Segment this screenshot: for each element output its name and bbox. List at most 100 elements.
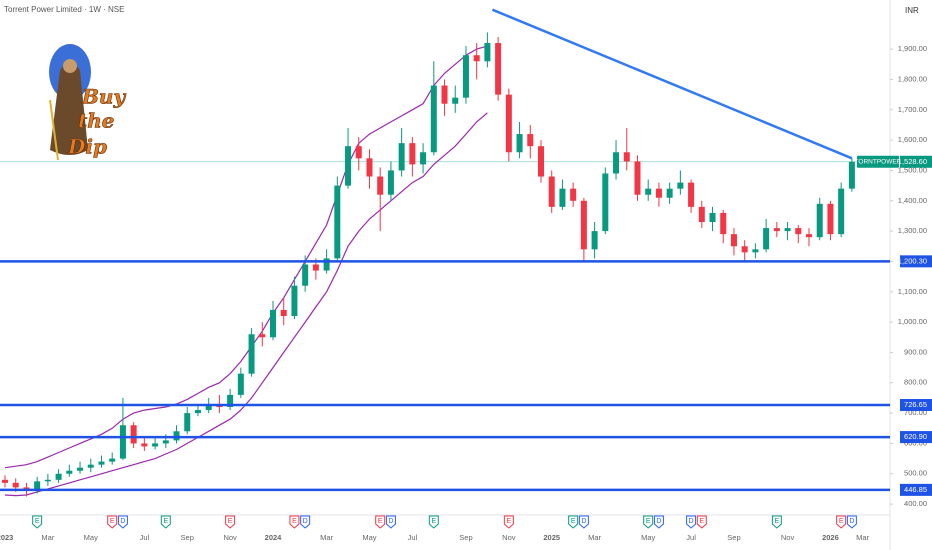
event-label: D [303, 518, 308, 525]
level-label-box [900, 431, 932, 444]
event-label: E [646, 518, 651, 525]
level-label-box [900, 483, 932, 496]
x-tick-label: Mar [320, 533, 333, 542]
candle-body [205, 403, 212, 411]
y-tick-label: 400.00 [904, 499, 927, 508]
event-marker [568, 515, 579, 529]
x-tick-label: Sep [459, 533, 472, 542]
x-tick-label: Mar [588, 533, 601, 542]
y-tick-label: 1,000.00 [898, 317, 927, 326]
candle-body [655, 188, 662, 198]
event-marker [289, 515, 300, 529]
x-tick-label: Mar [856, 533, 869, 542]
x-tick-label: 2026 [822, 533, 839, 542]
candle-body [473, 55, 480, 62]
last-price-label: 1,528.60 [898, 157, 927, 166]
candle-body [194, 410, 201, 414]
candle-body [66, 470, 73, 474]
x-tick-label: Sep [727, 533, 740, 542]
level-label: 726.65 [904, 400, 927, 409]
candle-body [677, 182, 684, 189]
candle-body [827, 203, 834, 235]
candle-body [688, 182, 695, 207]
candle-body [109, 458, 116, 462]
x-tick-label: 2025 [543, 533, 560, 542]
event-label: E [110, 518, 115, 525]
y-tick-label: 1,500.00 [898, 165, 927, 174]
candle-body [152, 443, 159, 447]
y-tick-label: 1,400.00 [898, 196, 927, 205]
candle-body [495, 43, 502, 95]
y-tick-label: 1,900.00 [898, 44, 927, 53]
candle-body [580, 200, 587, 250]
chart-title: Torrent Power Limited · 1W · NSE [4, 5, 124, 14]
candle-body [709, 212, 716, 223]
event-label: E [35, 518, 40, 525]
candle-body [516, 134, 523, 153]
candle-body [12, 482, 19, 488]
x-tick-label: Jul [140, 533, 150, 542]
candle-body [548, 176, 555, 207]
x-tick-label: Sep [181, 533, 194, 542]
y-tick-label: 1,800.00 [898, 74, 927, 83]
candle-body [838, 188, 845, 235]
candle-body [623, 152, 630, 162]
candle-body [334, 185, 341, 259]
event-label: E [292, 518, 297, 525]
x-tick-label: Nov [223, 533, 237, 542]
sticker-head [63, 59, 77, 73]
candle-body [55, 473, 62, 480]
candle-body [248, 334, 255, 374]
candle-body [602, 173, 609, 232]
event-marker [836, 515, 847, 529]
symbol-box [857, 155, 899, 168]
candle-body [387, 170, 394, 195]
candle-body [44, 479, 51, 482]
candle-body [666, 188, 673, 198]
level-label-box [900, 255, 932, 268]
candle-body [409, 143, 416, 165]
y-tick-label: 500.00 [904, 469, 927, 478]
candle-body [77, 467, 84, 471]
candle-body [34, 481, 41, 491]
candle-body [237, 373, 244, 395]
y-tick-label: 900.00 [904, 347, 927, 356]
candle-body [741, 246, 748, 253]
x-tick-label: Nov [781, 533, 795, 542]
candle-body [698, 206, 705, 223]
candle-body [377, 176, 384, 195]
event-marker [428, 515, 439, 529]
candle-body [302, 264, 309, 286]
symbol-label: TORNTPOWER [855, 158, 902, 165]
candle-body [312, 264, 319, 271]
event-label: E [163, 518, 168, 525]
candle-body [98, 461, 105, 465]
upper-band [4, 45, 488, 469]
event-label: E [699, 518, 704, 525]
event-label: E [839, 518, 844, 525]
candle-body [323, 258, 330, 271]
candle-body [162, 440, 169, 444]
event-marker [653, 515, 664, 529]
candle-body [366, 158, 373, 177]
event-marker [696, 515, 707, 529]
candle-body [462, 55, 469, 98]
y-tick-label: 1,100.00 [898, 287, 927, 296]
event-label: D [581, 518, 586, 525]
y-tick-label: 800.00 [904, 378, 927, 387]
candle-body [591, 231, 598, 250]
candle-body [452, 97, 459, 104]
event-marker [643, 515, 654, 529]
y-tick-label: 700.00 [904, 408, 927, 417]
sticker-word: Buy [81, 85, 126, 109]
level-label: 446.85 [904, 485, 927, 494]
candle-body [430, 85, 437, 153]
event-label: E [378, 518, 383, 525]
candle-body [848, 161, 855, 189]
candle-body [795, 228, 802, 235]
event-label: D [656, 518, 661, 525]
event-marker [117, 515, 128, 529]
event-marker [32, 515, 43, 529]
